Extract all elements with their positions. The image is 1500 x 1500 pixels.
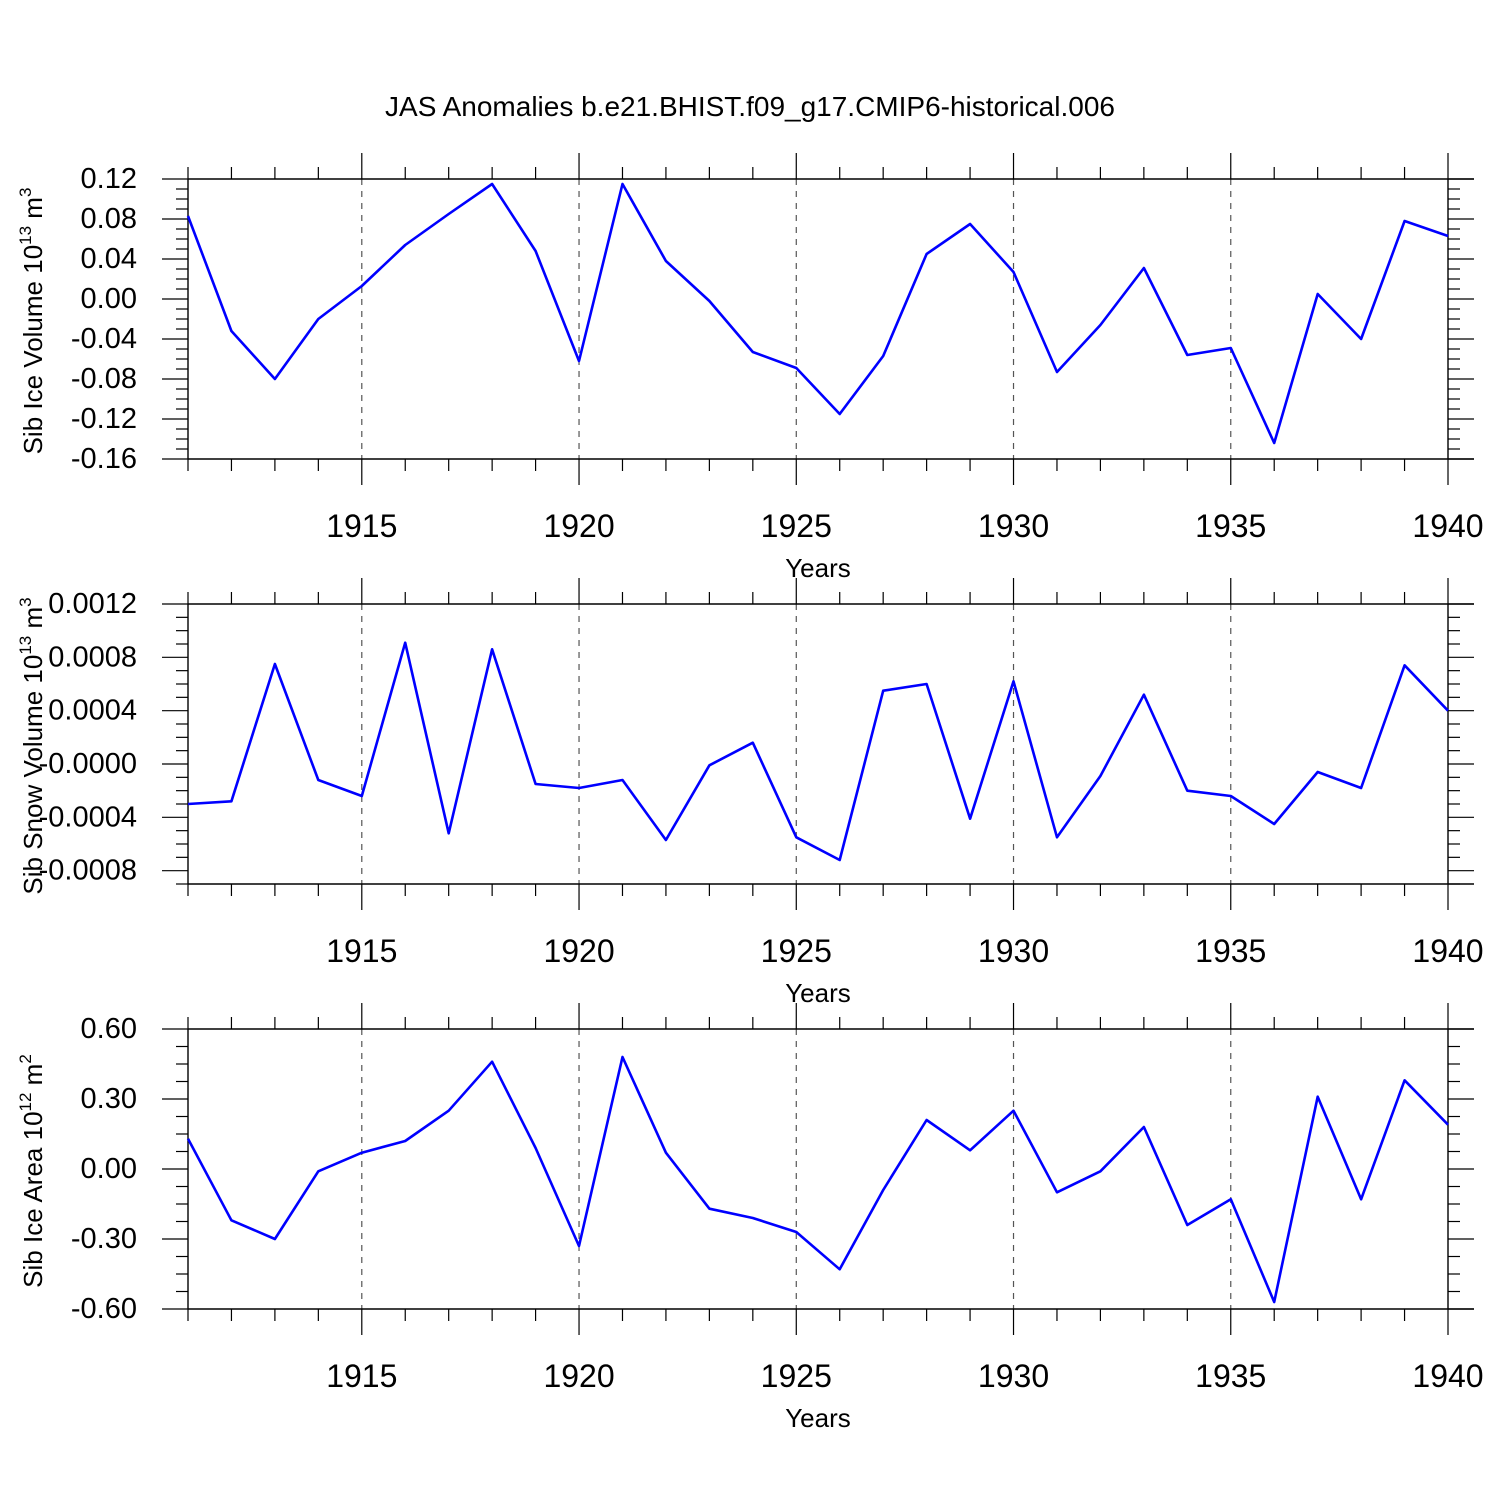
y-tick-label: 0.0012 — [48, 588, 137, 620]
y-tick-label: -0.0000 — [39, 748, 137, 780]
x-axis-label: Years — [785, 1403, 851, 1433]
x-tick-label: 1940 — [1412, 508, 1483, 544]
x-tick-label: 1930 — [978, 1358, 1049, 1394]
x-tick-label: 1915 — [326, 933, 397, 969]
x-tick-label: 1930 — [978, 933, 1049, 969]
y-tick-label: -0.08 — [71, 363, 137, 395]
x-axis-label: Years — [785, 978, 851, 1008]
y-tick-label: -0.60 — [71, 1293, 137, 1325]
y-tick-label: 0.00 — [81, 283, 137, 315]
x-tick-label: 1915 — [326, 1358, 397, 1394]
y-tick-label: -0.12 — [71, 403, 137, 435]
chart-title: JAS Anomalies b.e21.BHIST.f09_g17.CMIP6-… — [385, 91, 1115, 122]
y-tick-label: 0.08 — [81, 203, 137, 235]
panel-3: 0.60 0.30 0.00 -0.30 -0.60 1915 1920 1925 1930 19… — [16, 1003, 1484, 1433]
y-tick-label: 0.12 — [81, 163, 137, 195]
x-tick-label: 1925 — [761, 508, 832, 544]
x-tick-label: 1935 — [1195, 933, 1266, 969]
panel-1: 0.12 0.08 0.04 0.00 -0.04 -0.08 -0.12 -0.16 1915… — [16, 153, 1484, 583]
x-tick-label: 1940 — [1412, 1358, 1483, 1394]
series-line — [186, 1055, 1449, 1304]
y-tick-label: 0.00 — [81, 1153, 137, 1185]
y-axis-label: Sib Ice Area 1012 m2 — [16, 1054, 48, 1288]
y-tick-label: 0.04 — [81, 243, 137, 275]
x-tick-label: 1935 — [1195, 508, 1266, 544]
y-tick-label: -0.0008 — [39, 855, 137, 887]
panel-2: 0.0012 0.0008 0.0004 -0.0000 -0.0004 -0.0008 1… — [16, 578, 1484, 1008]
x-tick-label: 1920 — [543, 508, 614, 544]
y-tick-label: -0.0004 — [39, 801, 137, 833]
x-tick-label: 1925 — [761, 933, 832, 969]
y-tick-label: 0.30 — [81, 1083, 137, 1115]
y-tick-label: -0.16 — [71, 443, 137, 475]
y-axis-label: Sib Ice Volume 1013 m3 — [16, 188, 48, 455]
x-axis-label: Years — [785, 553, 851, 583]
y-tick-label: -0.04 — [71, 323, 137, 355]
y-tick-label: 0.0004 — [48, 695, 137, 727]
x-tick-label: 1925 — [761, 1358, 832, 1394]
y-axis-label: Sib Snow Volume 1013 m3 — [16, 597, 48, 894]
series-line — [187, 641, 1449, 862]
x-tick-label: 1915 — [326, 508, 397, 544]
panels: 0.12 0.08 0.04 0.00 -0.04 -0.08 -0.12 -0.16 1915… — [16, 153, 1484, 1433]
y-tick-label: 0.60 — [81, 1013, 137, 1045]
x-tick-label: 1920 — [543, 933, 614, 969]
series-line — [186, 182, 1449, 445]
x-tick-label: 1940 — [1412, 933, 1483, 969]
y-tick-label: 0.0008 — [48, 641, 137, 673]
y-tick-label: -0.30 — [71, 1223, 137, 1255]
x-tick-label: 1920 — [543, 1358, 614, 1394]
x-tick-label: 1935 — [1195, 1358, 1266, 1394]
x-tick-label: 1930 — [978, 508, 1049, 544]
